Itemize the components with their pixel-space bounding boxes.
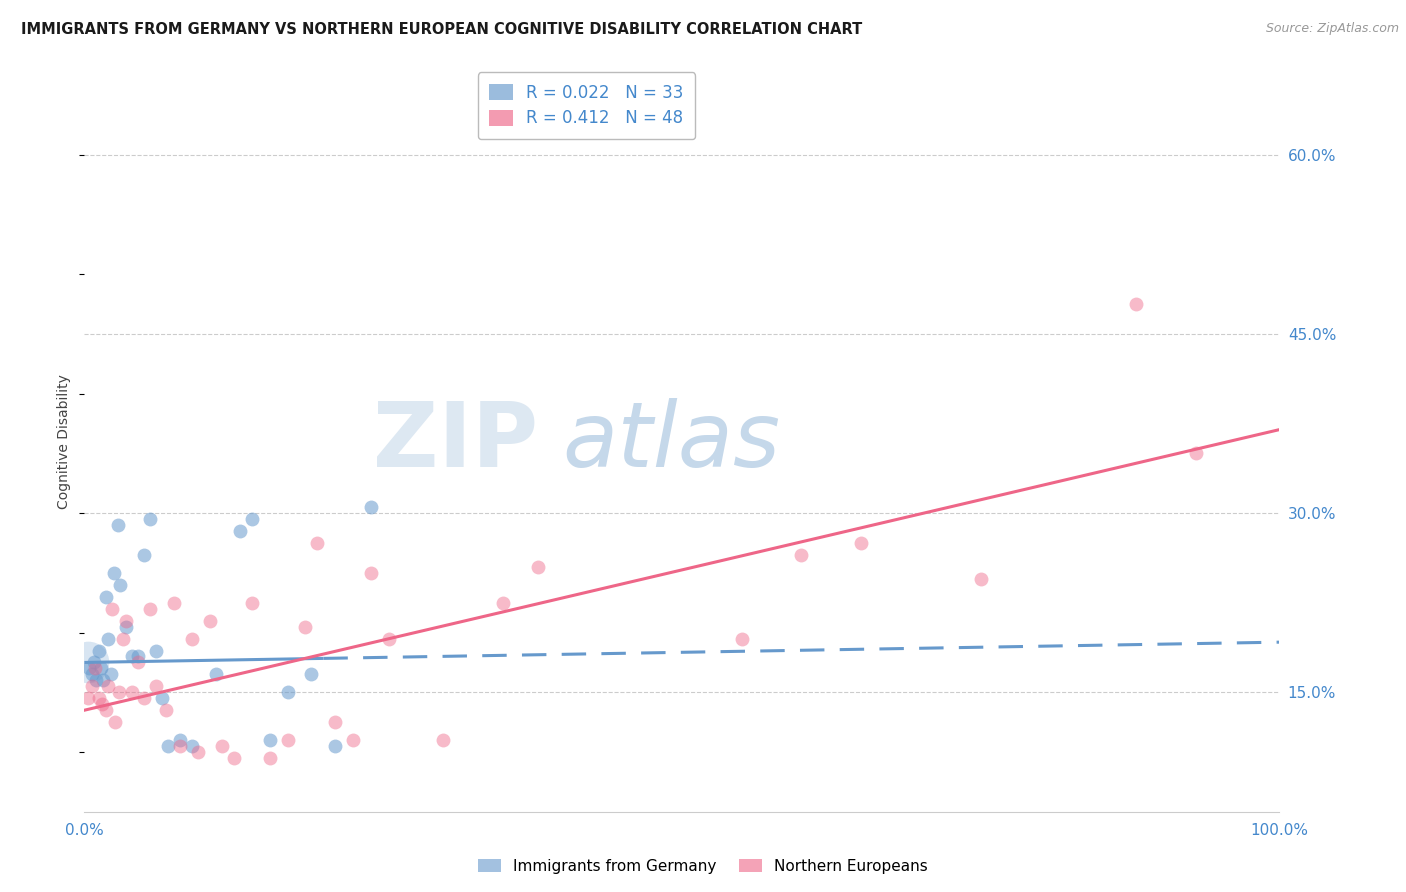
Point bbox=[211, 739, 233, 753]
Point bbox=[77, 661, 100, 675]
Point bbox=[103, 566, 125, 580]
Point bbox=[1184, 446, 1206, 460]
Text: Source: ZipAtlas.com: Source: ZipAtlas.com bbox=[1265, 22, 1399, 36]
Point bbox=[139, 601, 162, 615]
Point bbox=[157, 739, 180, 753]
Point bbox=[139, 512, 162, 526]
Point bbox=[307, 536, 329, 550]
Point bbox=[527, 560, 550, 574]
Legend: R = 0.022   N = 33, R = 0.412   N = 48: R = 0.022 N = 33, R = 0.412 N = 48 bbox=[478, 72, 695, 139]
Point bbox=[492, 596, 515, 610]
Point bbox=[91, 698, 114, 712]
Point bbox=[301, 667, 323, 681]
Point bbox=[323, 739, 347, 753]
Point bbox=[101, 601, 124, 615]
Point bbox=[84, 661, 107, 675]
Point bbox=[121, 685, 143, 699]
Point bbox=[360, 500, 382, 515]
Point bbox=[127, 656, 149, 670]
Point bbox=[107, 518, 129, 533]
Point bbox=[205, 667, 228, 681]
Point bbox=[87, 643, 110, 657]
Point bbox=[145, 679, 167, 693]
Point bbox=[378, 632, 401, 646]
Point bbox=[97, 679, 120, 693]
Point bbox=[110, 578, 132, 592]
Point bbox=[100, 667, 122, 681]
Y-axis label: Cognitive Disability: Cognitive Disability bbox=[58, 374, 72, 509]
Point bbox=[115, 614, 138, 628]
Point bbox=[163, 596, 186, 610]
Point bbox=[240, 512, 263, 526]
Point bbox=[94, 703, 117, 717]
Point bbox=[169, 733, 191, 747]
Point bbox=[150, 691, 173, 706]
Point bbox=[132, 691, 156, 706]
Text: IMMIGRANTS FROM GERMANY VS NORTHERN EUROPEAN COGNITIVE DISABILITY CORRELATION CH: IMMIGRANTS FROM GERMANY VS NORTHERN EURO… bbox=[21, 22, 862, 37]
Point bbox=[108, 685, 131, 699]
Text: ZIP: ZIP bbox=[374, 398, 538, 485]
Point bbox=[104, 715, 127, 730]
Point bbox=[80, 667, 103, 681]
Point bbox=[849, 536, 872, 550]
Point bbox=[970, 572, 993, 586]
Point bbox=[77, 656, 100, 670]
Point bbox=[127, 649, 149, 664]
Point bbox=[198, 614, 221, 628]
Point bbox=[432, 733, 454, 747]
Point bbox=[155, 703, 177, 717]
Point bbox=[94, 590, 117, 604]
Point bbox=[93, 673, 115, 688]
Point bbox=[259, 733, 281, 747]
Point bbox=[115, 619, 138, 633]
Point bbox=[97, 632, 120, 646]
Point bbox=[228, 524, 250, 538]
Point bbox=[77, 691, 100, 706]
Point bbox=[294, 619, 316, 633]
Legend: Immigrants from Germany, Northern Europeans: Immigrants from Germany, Northern Europe… bbox=[472, 853, 934, 880]
Point bbox=[1125, 297, 1147, 311]
Point bbox=[83, 656, 105, 670]
Point bbox=[145, 643, 167, 657]
Point bbox=[90, 661, 112, 675]
Point bbox=[222, 751, 245, 765]
Point bbox=[276, 685, 298, 699]
Point bbox=[276, 733, 298, 747]
Point bbox=[360, 566, 382, 580]
Point bbox=[132, 548, 156, 562]
Point bbox=[323, 715, 347, 730]
Point bbox=[342, 733, 364, 747]
Point bbox=[180, 739, 202, 753]
Point bbox=[240, 596, 263, 610]
Point bbox=[731, 632, 754, 646]
Point bbox=[180, 632, 202, 646]
Point bbox=[86, 673, 108, 688]
Text: atlas: atlas bbox=[562, 398, 780, 485]
Point bbox=[790, 548, 813, 562]
Point bbox=[187, 745, 209, 759]
Point bbox=[259, 751, 281, 765]
Point bbox=[80, 679, 103, 693]
Point bbox=[121, 649, 143, 664]
Point bbox=[111, 632, 134, 646]
Point bbox=[169, 739, 191, 753]
Point bbox=[87, 691, 110, 706]
